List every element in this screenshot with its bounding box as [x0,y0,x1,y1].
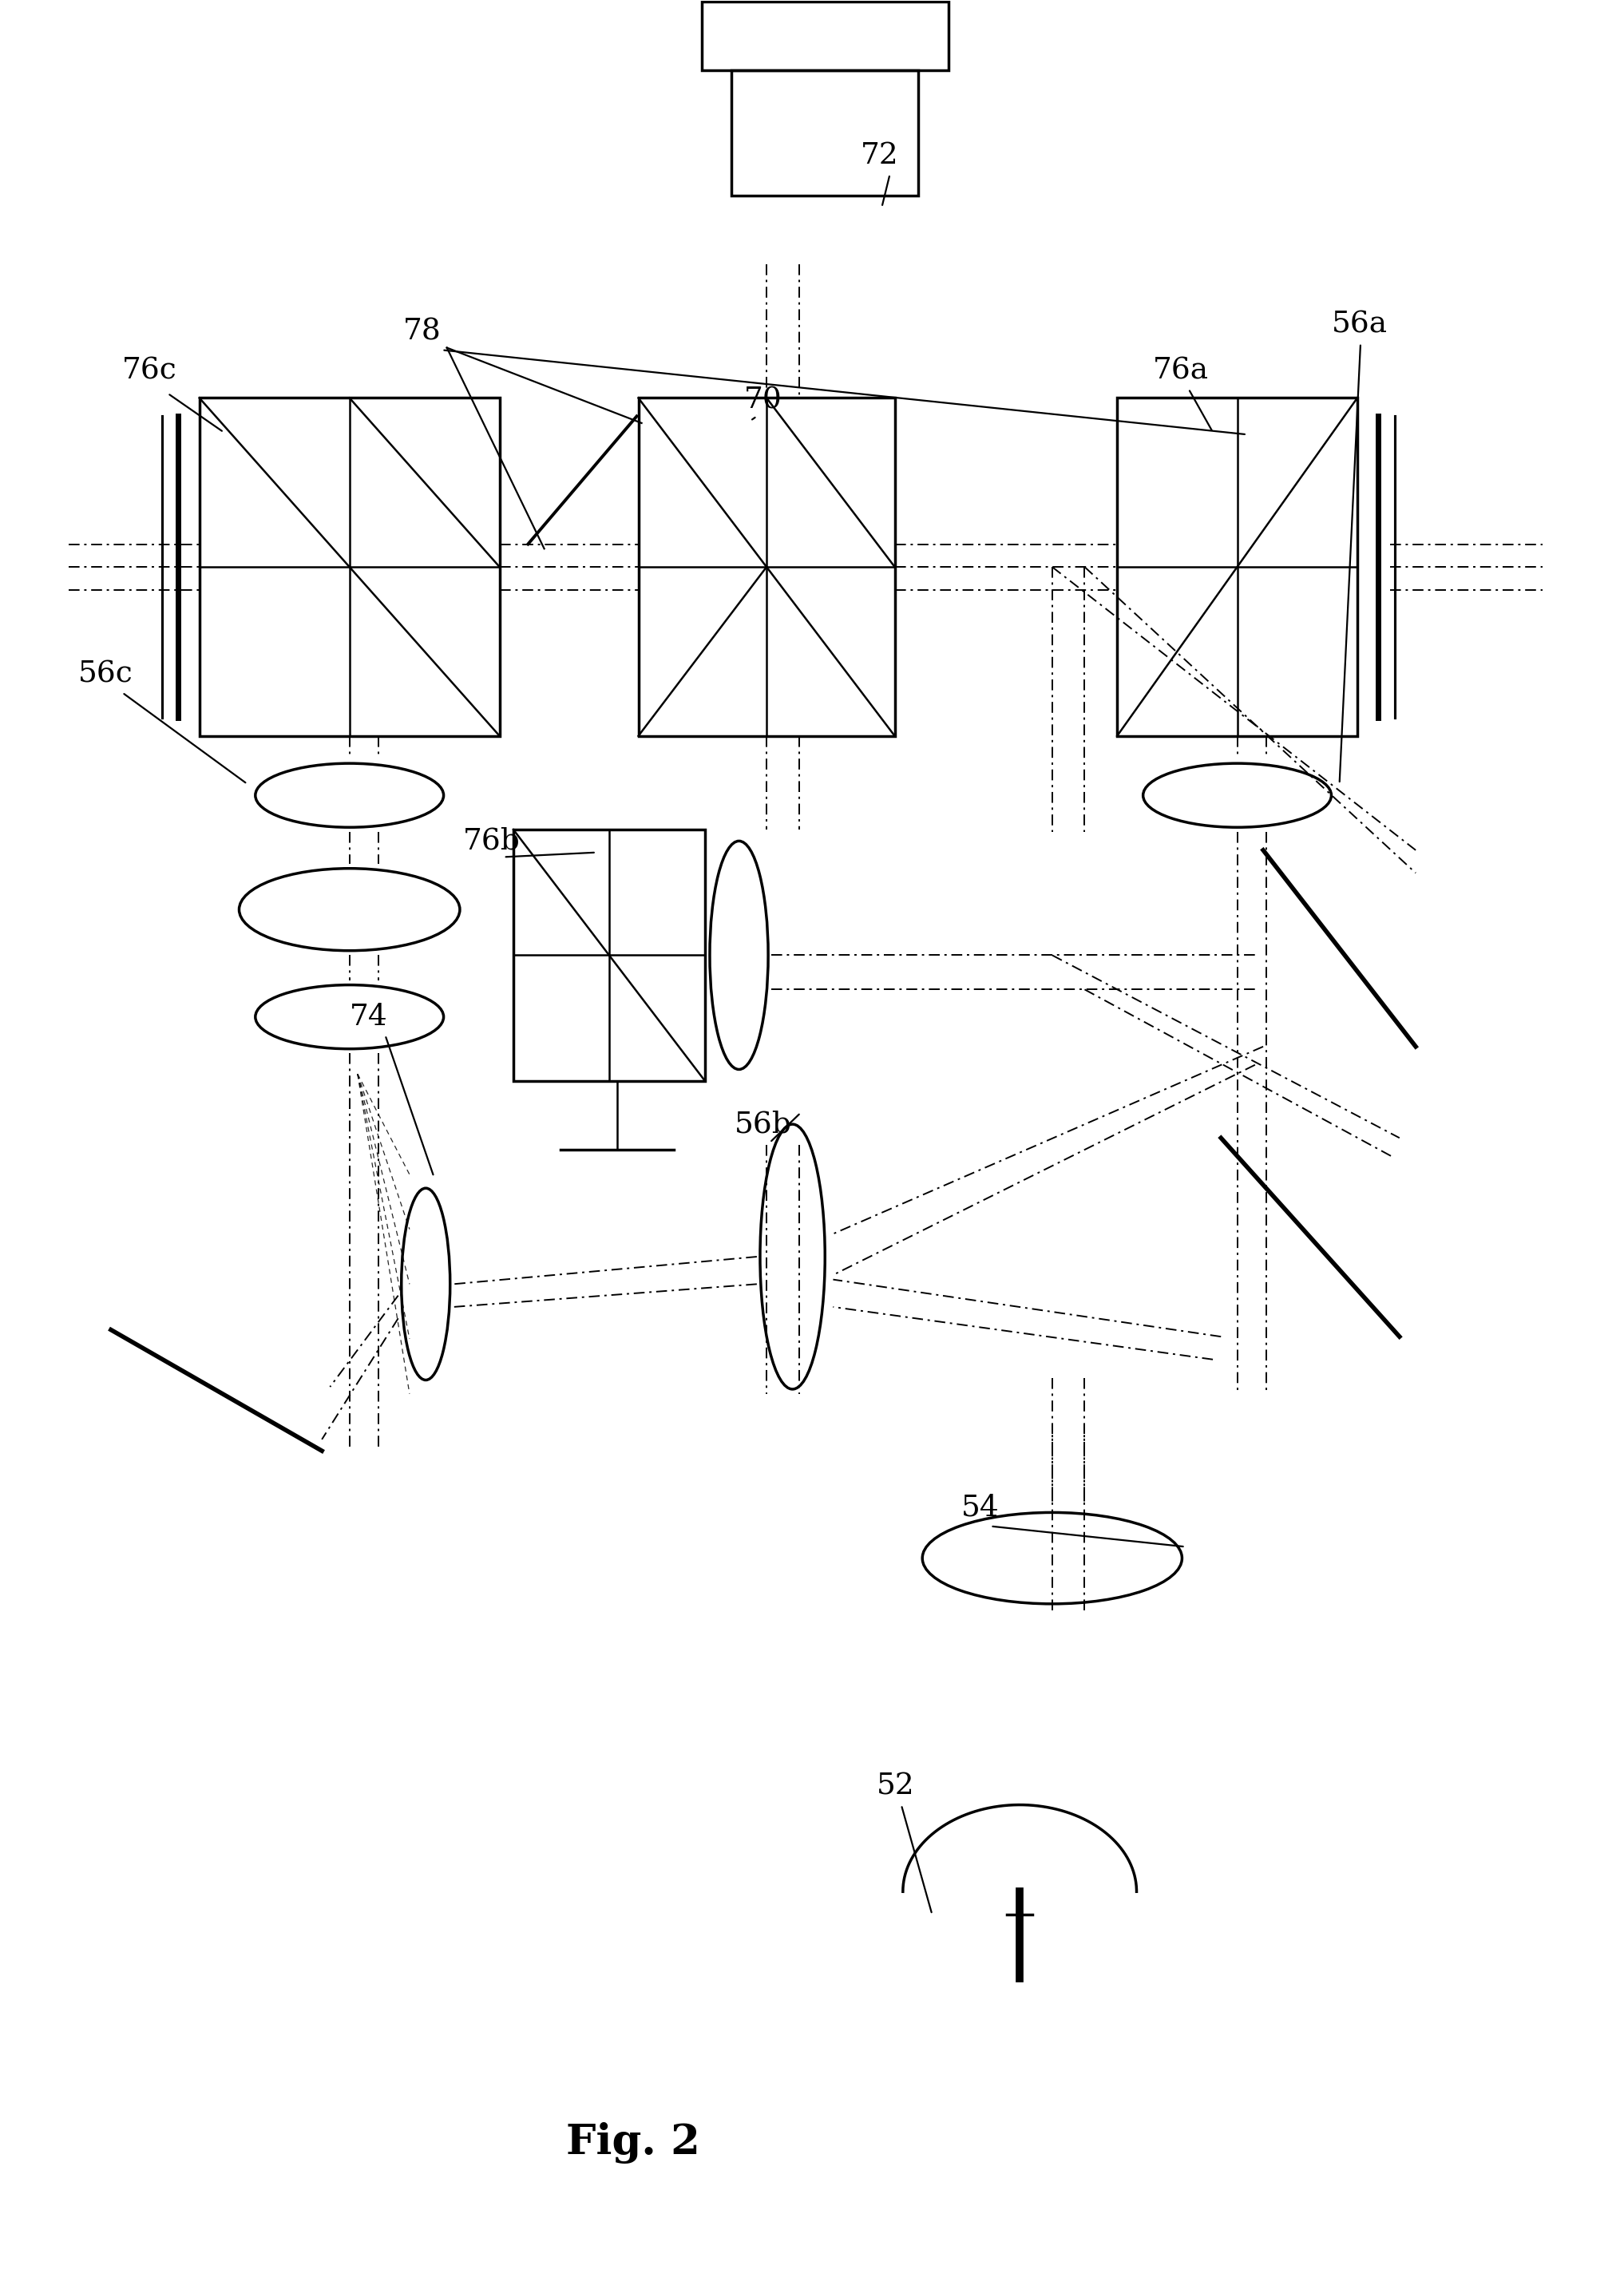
Bar [513,829,705,1081]
Bar [702,2,948,71]
Text: 56a: 56a [1332,311,1387,338]
Text: 54: 54 [961,1494,999,1522]
Bar [200,398,500,736]
Text: 78: 78 [403,318,442,345]
Bar [638,398,895,736]
Text: 72: 72 [861,142,898,169]
Text: 52: 52 [877,1773,914,1801]
Text: 56b: 56b [734,1111,791,1138]
Text: 76b: 76b [463,827,520,855]
Text: 74: 74 [349,1003,388,1031]
Text: 70: 70 [744,386,783,414]
Bar [732,71,918,197]
Text: 76c: 76c [122,356,177,384]
Text: Fig. 2: Fig. 2 [567,2123,700,2164]
Bar [1117,398,1358,736]
Text: 56c: 56c [78,660,133,688]
Text: 76a: 76a [1153,356,1208,384]
